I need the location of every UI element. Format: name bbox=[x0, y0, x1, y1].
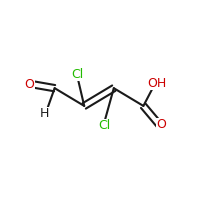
Text: H: H bbox=[40, 107, 49, 120]
Text: O: O bbox=[24, 78, 34, 91]
Text: Cl: Cl bbox=[71, 68, 83, 81]
Text: Cl: Cl bbox=[98, 119, 110, 132]
Text: O: O bbox=[156, 118, 166, 131]
Text: OH: OH bbox=[148, 77, 167, 90]
